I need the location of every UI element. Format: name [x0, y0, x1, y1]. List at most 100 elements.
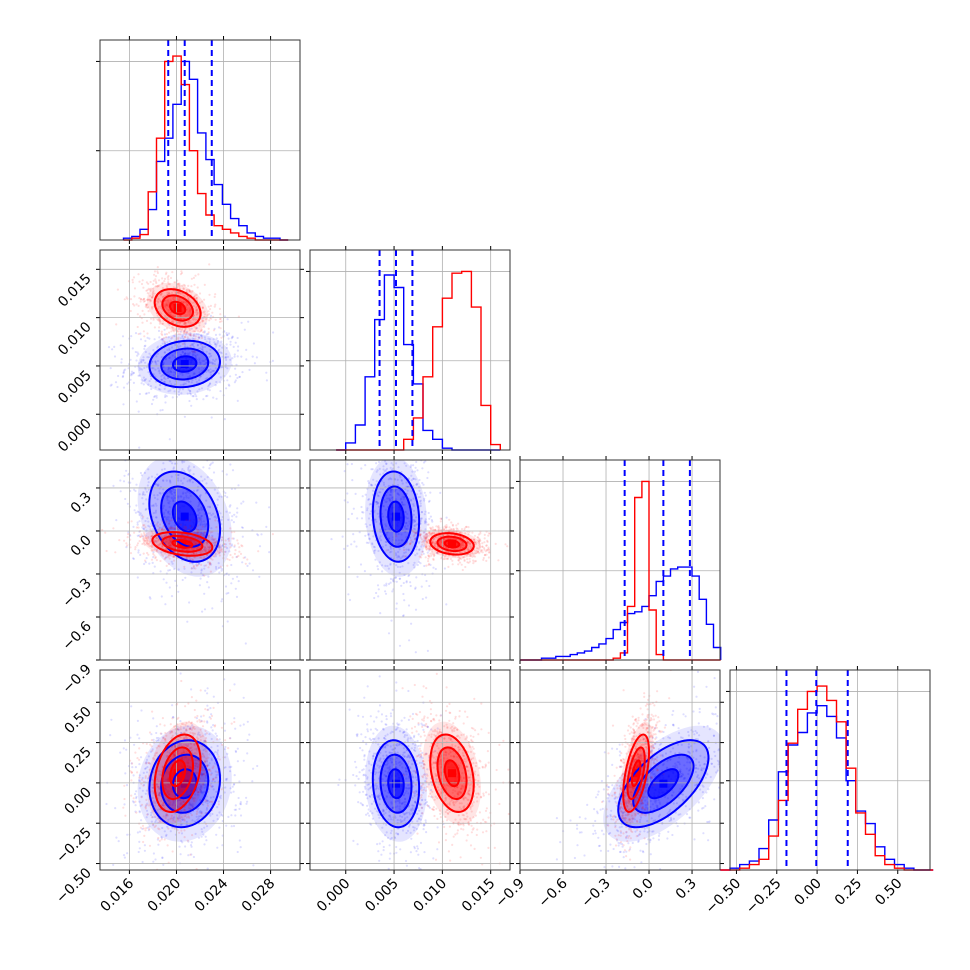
- scatter-point: [141, 860, 144, 864]
- scatter-point: [151, 293, 154, 296]
- scatter-point: [206, 764, 209, 767]
- scatter-point: [189, 727, 192, 730]
- scatter-point: [426, 535, 429, 538]
- scatter-point: [387, 478, 390, 481]
- scatter-point: [164, 304, 167, 307]
- scatter-point: [189, 500, 192, 503]
- scatter-point: [174, 356, 177, 359]
- scatter-point: [218, 495, 221, 498]
- scatter-point: [197, 509, 201, 512]
- scatter-point: [129, 374, 133, 377]
- scatter-point: [188, 747, 191, 750]
- scatter-point: [473, 541, 476, 544]
- scatter-point: [168, 502, 171, 505]
- scatter-point: [198, 336, 201, 339]
- scatter-point: [403, 555, 406, 558]
- scatter-point: [204, 492, 207, 495]
- scatter-point: [204, 338, 207, 341]
- scatter-point: [223, 315, 226, 318]
- scatter-point: [234, 367, 237, 370]
- scatter-point: [412, 518, 415, 522]
- scatter-point: [174, 579, 177, 583]
- scatter-point: [477, 533, 480, 536]
- scatter-point: [151, 783, 154, 786]
- scatter-point: [346, 463, 349, 466]
- scatter-point: [177, 332, 180, 335]
- scatter-point: [232, 824, 236, 828]
- scatter-point: [203, 330, 206, 333]
- scatter-point: [169, 553, 172, 557]
- scatter-point: [172, 466, 175, 469]
- scatter-point: [152, 717, 155, 720]
- scatter-point: [135, 303, 138, 306]
- scatter-point: [156, 443, 158, 445]
- scatter-point: [412, 503, 415, 506]
- scatter-point: [156, 285, 159, 288]
- scatter-point: [219, 313, 222, 316]
- scatter-point: [173, 432, 175, 434]
- scatter-point: [200, 514, 203, 518]
- scatter-point: [163, 380, 166, 383]
- scatter-point: [143, 543, 146, 546]
- scatter-point: [367, 451, 369, 453]
- scatter-point: [145, 507, 148, 510]
- scatter-point: [225, 358, 228, 361]
- scatter-point: [187, 337, 190, 340]
- scatter-point: [138, 840, 141, 844]
- scatter-point: [463, 559, 466, 563]
- scatter-point: [414, 531, 417, 535]
- scatter-point: [424, 543, 427, 546]
- scatter-point: [201, 348, 204, 351]
- scatter-point: [487, 547, 490, 551]
- scatter-point: [182, 332, 186, 335]
- scatter-point: [163, 303, 166, 306]
- scatter-point: [165, 540, 168, 544]
- scatter-point: [142, 527, 145, 530]
- scatter-point: [376, 469, 379, 472]
- scatter-point: [179, 731, 183, 735]
- scatter-point: [186, 310, 189, 313]
- scatter-point: [189, 390, 192, 393]
- scatter-point: [424, 556, 427, 559]
- scatter-point: [205, 554, 209, 557]
- scatter-point: [141, 380, 144, 383]
- scatter-point: [387, 582, 391, 586]
- scatter-point: [390, 446, 392, 448]
- scatter-point: [486, 549, 489, 552]
- scatter-point: [189, 803, 192, 806]
- scatter-point: [170, 788, 173, 791]
- scatter-point: [205, 333, 208, 336]
- scatter-point: [217, 510, 221, 513]
- scatter-point: [170, 595, 174, 598]
- scatter-point: [167, 366, 170, 369]
- scatter-point: [467, 548, 470, 551]
- scatter-point: [384, 528, 387, 531]
- scatter-point: [389, 551, 392, 554]
- scatter-point: [172, 329, 175, 332]
- scatter-point: [178, 388, 181, 391]
- scatter-point: [166, 516, 169, 519]
- scatter-point: [252, 342, 255, 345]
- scatter-point: [177, 590, 180, 593]
- scatter-point: [216, 753, 219, 756]
- scatter-point: [162, 528, 165, 531]
- scatter-point: [142, 383, 145, 386]
- scatter-point: [487, 532, 491, 535]
- scatter-point: [167, 283, 170, 286]
- scatter-point: [186, 392, 189, 395]
- scatter-point: [185, 557, 188, 560]
- scatter-point: [253, 362, 256, 365]
- scatter-point: [461, 556, 465, 559]
- scatter-point: [419, 533, 422, 536]
- scatter-point: [224, 545, 227, 549]
- scatter-point: [138, 763, 141, 766]
- scatter-point: [161, 277, 164, 280]
- scatter-point: [190, 567, 193, 570]
- scatter-point: [150, 535, 153, 538]
- scatter-point: [208, 548, 211, 552]
- scatter-point: [195, 762, 198, 765]
- scatter-point: [479, 539, 482, 542]
- scatter-point: [367, 541, 370, 545]
- scatter-point: [200, 348, 204, 351]
- scatter-point: [193, 556, 196, 559]
